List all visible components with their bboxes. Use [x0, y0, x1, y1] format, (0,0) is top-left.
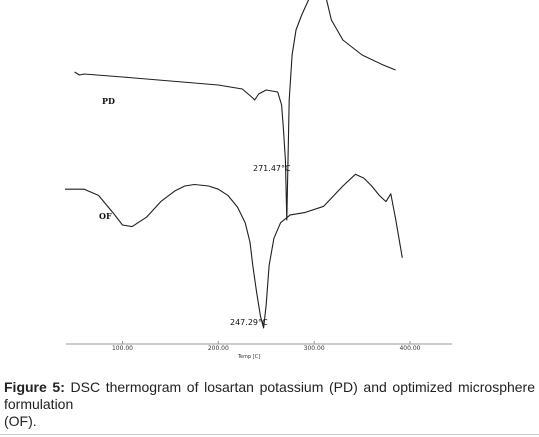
x-axis-ticks: 100.00 200.00 300.00 400.00	[112, 341, 421, 352]
peak-label-pd: 271.47°C	[253, 164, 291, 173]
series-line-pd	[74, 0, 396, 221]
plot-area	[65, 0, 403, 329]
caption-divider	[0, 434, 539, 435]
series-line-of	[65, 173, 403, 329]
x-tick-label: 400.00	[399, 345, 420, 352]
series-label-pd: PD	[102, 96, 115, 106]
dsc-thermogram-chart: 100.00 200.00 300.00 400.00 Temp [C] PD OF …	[65, 0, 452, 360]
x-tick-label: 300.00	[304, 345, 325, 352]
figure-caption-text: DSC thermogram of losartan potassium (PD…	[4, 379, 535, 412]
peak-label-of: 247.29°C	[230, 318, 268, 327]
x-tick-label: 200.00	[208, 345, 229, 352]
figure-caption-text-continued: (OF).	[4, 413, 37, 429]
figure-caption-label: Figure 5:	[4, 379, 65, 395]
x-axis-title: Temp [C]	[237, 354, 260, 360]
x-tick-label: 100.00	[112, 345, 133, 352]
series-label-of: OF	[99, 211, 112, 221]
figure-caption: Figure 5: DSC thermogram of losartan pot…	[4, 379, 535, 430]
